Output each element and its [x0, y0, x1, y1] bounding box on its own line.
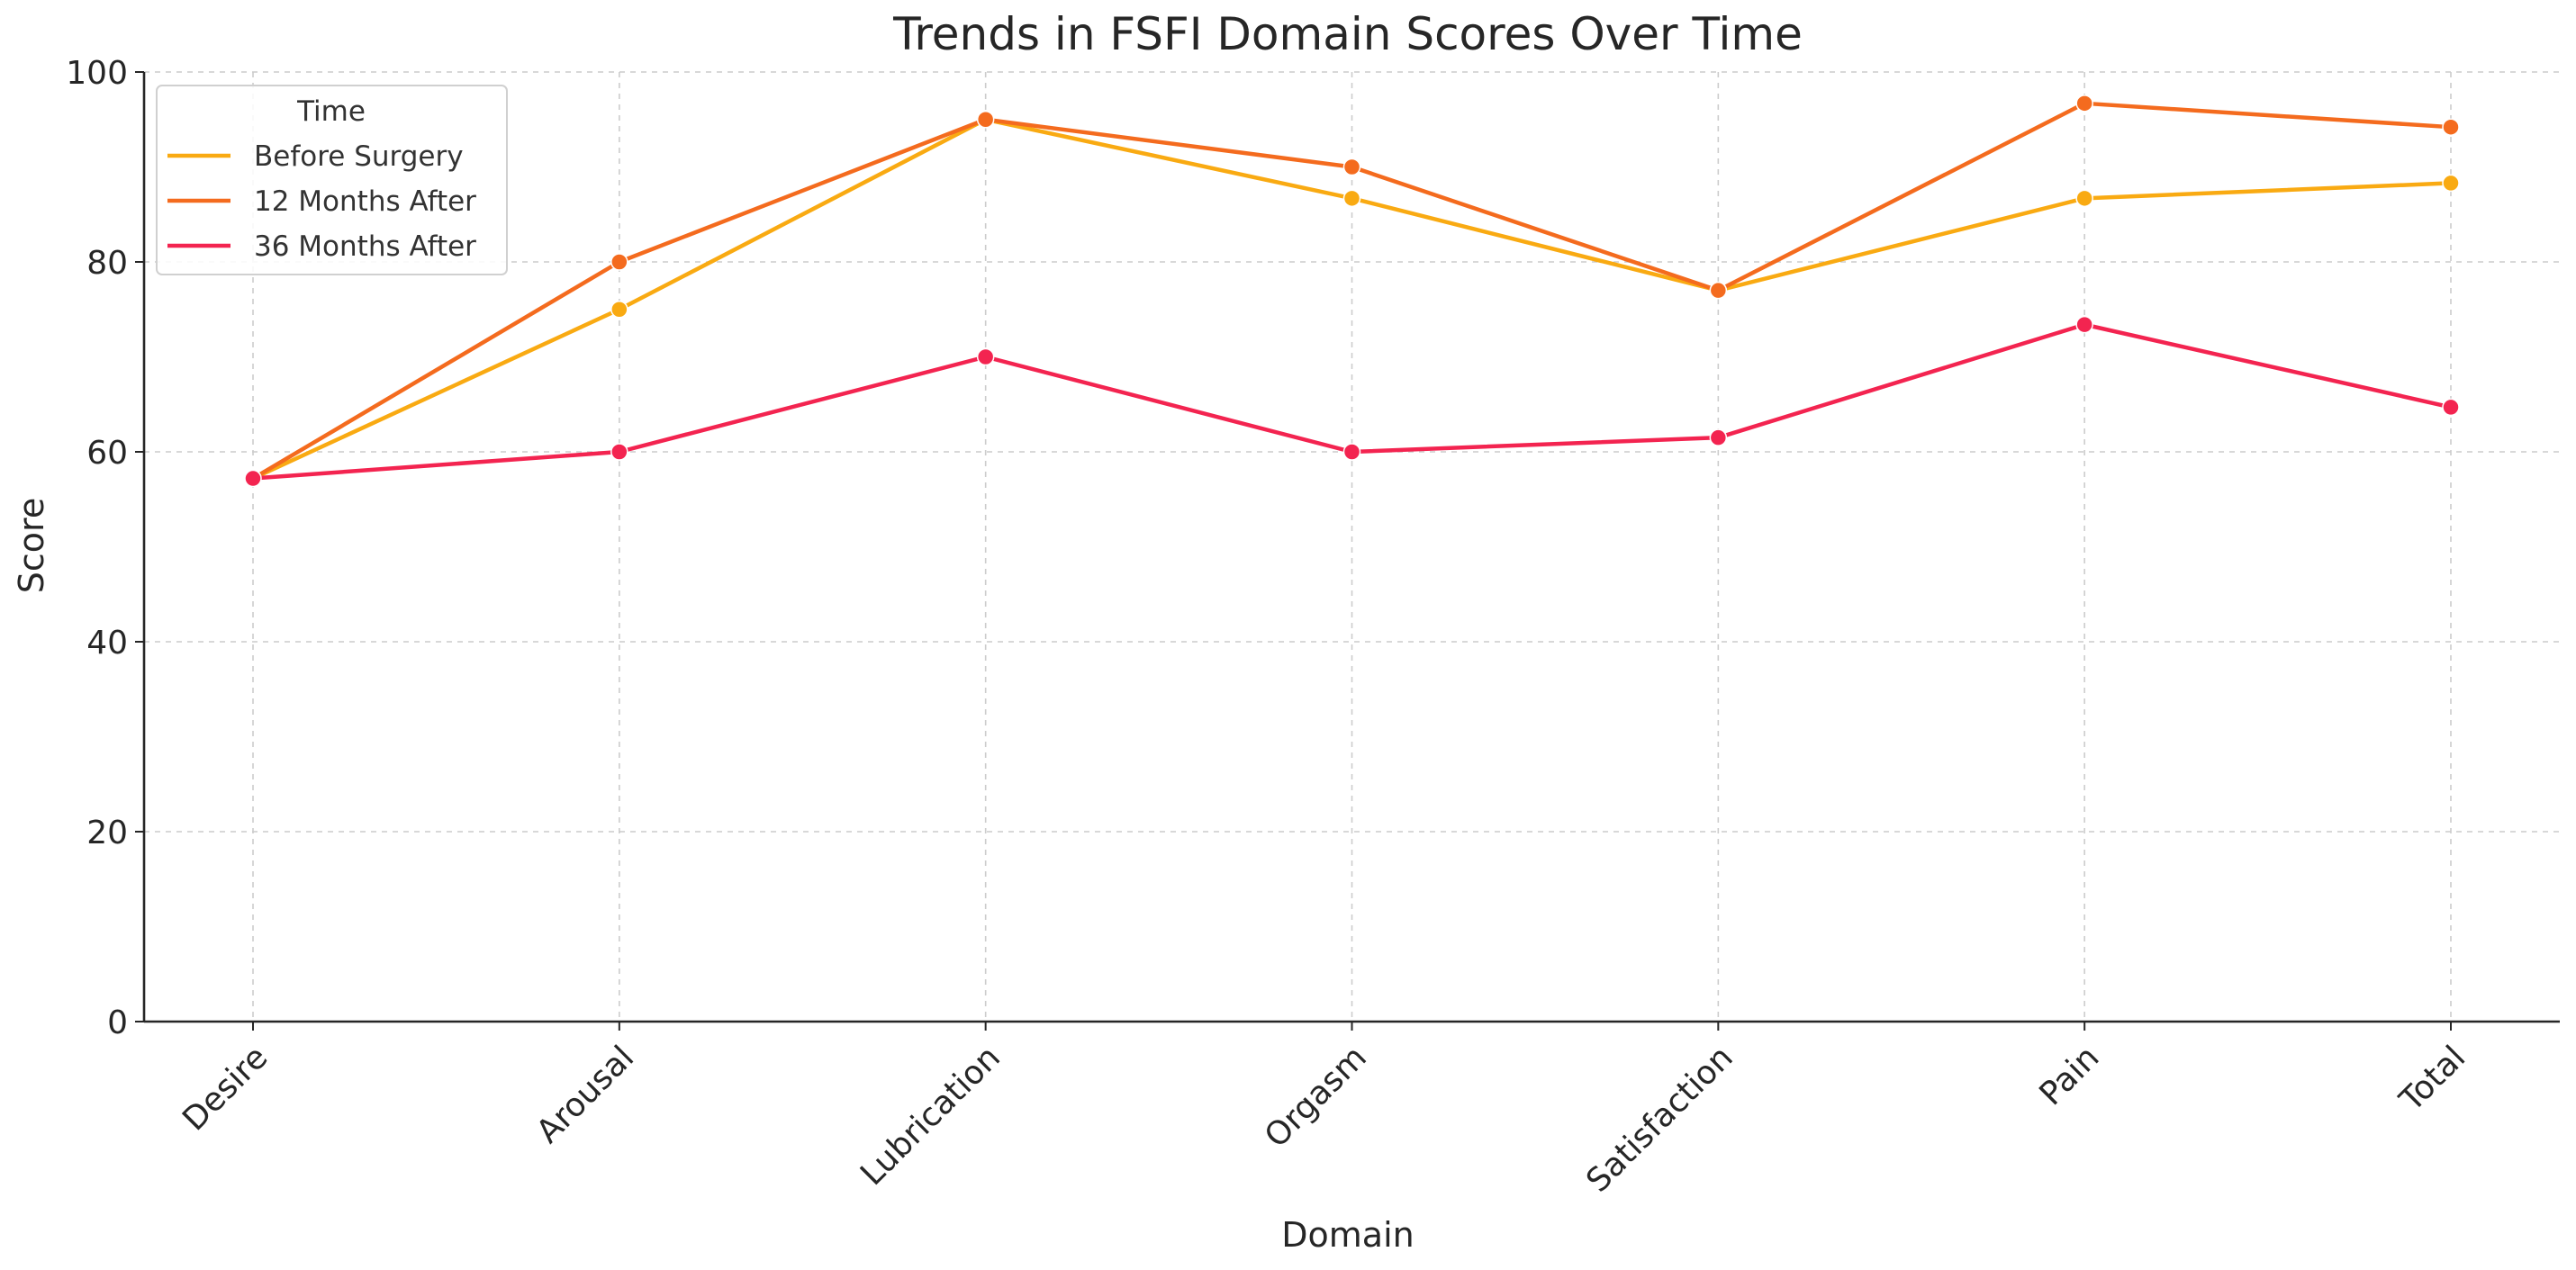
series-group [244, 95, 2460, 488]
y-axis-label: Score [12, 498, 51, 593]
legend-item[interactable]: 12 Months After [167, 185, 476, 218]
x-tick-label: Desire [176, 1039, 275, 1138]
data-point [1342, 443, 1361, 461]
data-point [1709, 281, 1728, 300]
y-tick-label: 80 [86, 245, 128, 282]
x-tick-label: Arousal [529, 1039, 641, 1150]
legend-frame [156, 85, 508, 275]
x-tick-label: Pain [2033, 1039, 2107, 1112]
data-point [2075, 189, 2093, 208]
y-tick-label: 100 [66, 55, 128, 92]
data-point [976, 111, 995, 129]
x-axis-label: Domain [1281, 1215, 1414, 1255]
legend-label: Before Surgery [254, 140, 464, 173]
data-point [1342, 158, 1361, 176]
x-tick-label: Total [2392, 1039, 2472, 1119]
legend-item[interactable]: Before Surgery [167, 140, 464, 173]
x-axis-ticks: Desire Arousal Lubrication Orgasm Satisfacti… [176, 1022, 2472, 1200]
data-point [244, 469, 262, 488]
legend-label: 12 Months After [254, 185, 476, 218]
y-tick-label: 20 [86, 815, 128, 851]
legend[interactable]: Time Before Surgery 12 Months After 36 Mon… [156, 85, 508, 275]
chart-title: Trends in FSFI Domain Scores Over Time [892, 8, 1803, 60]
x-tick-label: Lubrication [854, 1039, 1008, 1193]
data-point [1709, 428, 1728, 446]
legend-item[interactable]: 36 Months After [167, 230, 476, 263]
legend-label: 36 Months After [254, 230, 476, 263]
data-point [610, 443, 628, 461]
y-tick-label: 0 [107, 1004, 128, 1041]
data-point [1342, 189, 1361, 208]
y-tick-label: 40 [86, 625, 128, 662]
data-point [976, 347, 995, 366]
data-point [2442, 118, 2460, 136]
data-point [2442, 398, 2460, 417]
data-point [2075, 95, 2093, 113]
x-tick-label: Satisfaction [1579, 1039, 1740, 1199]
data-point [610, 301, 628, 319]
legend-title: Time [296, 95, 366, 128]
x-tick-label: Orgasm [1258, 1039, 1374, 1155]
legend-items: Before Surgery 12 Months After 36 Months A… [167, 140, 476, 263]
data-point [2442, 174, 2460, 193]
data-point [610, 253, 628, 271]
grid [144, 71, 2560, 1022]
y-axis-ticks: 0 20 40 60 80 100 [66, 55, 144, 1041]
series-3 [244, 315, 2460, 488]
data-point [2075, 315, 2093, 334]
y-tick-label: 60 [86, 435, 128, 472]
